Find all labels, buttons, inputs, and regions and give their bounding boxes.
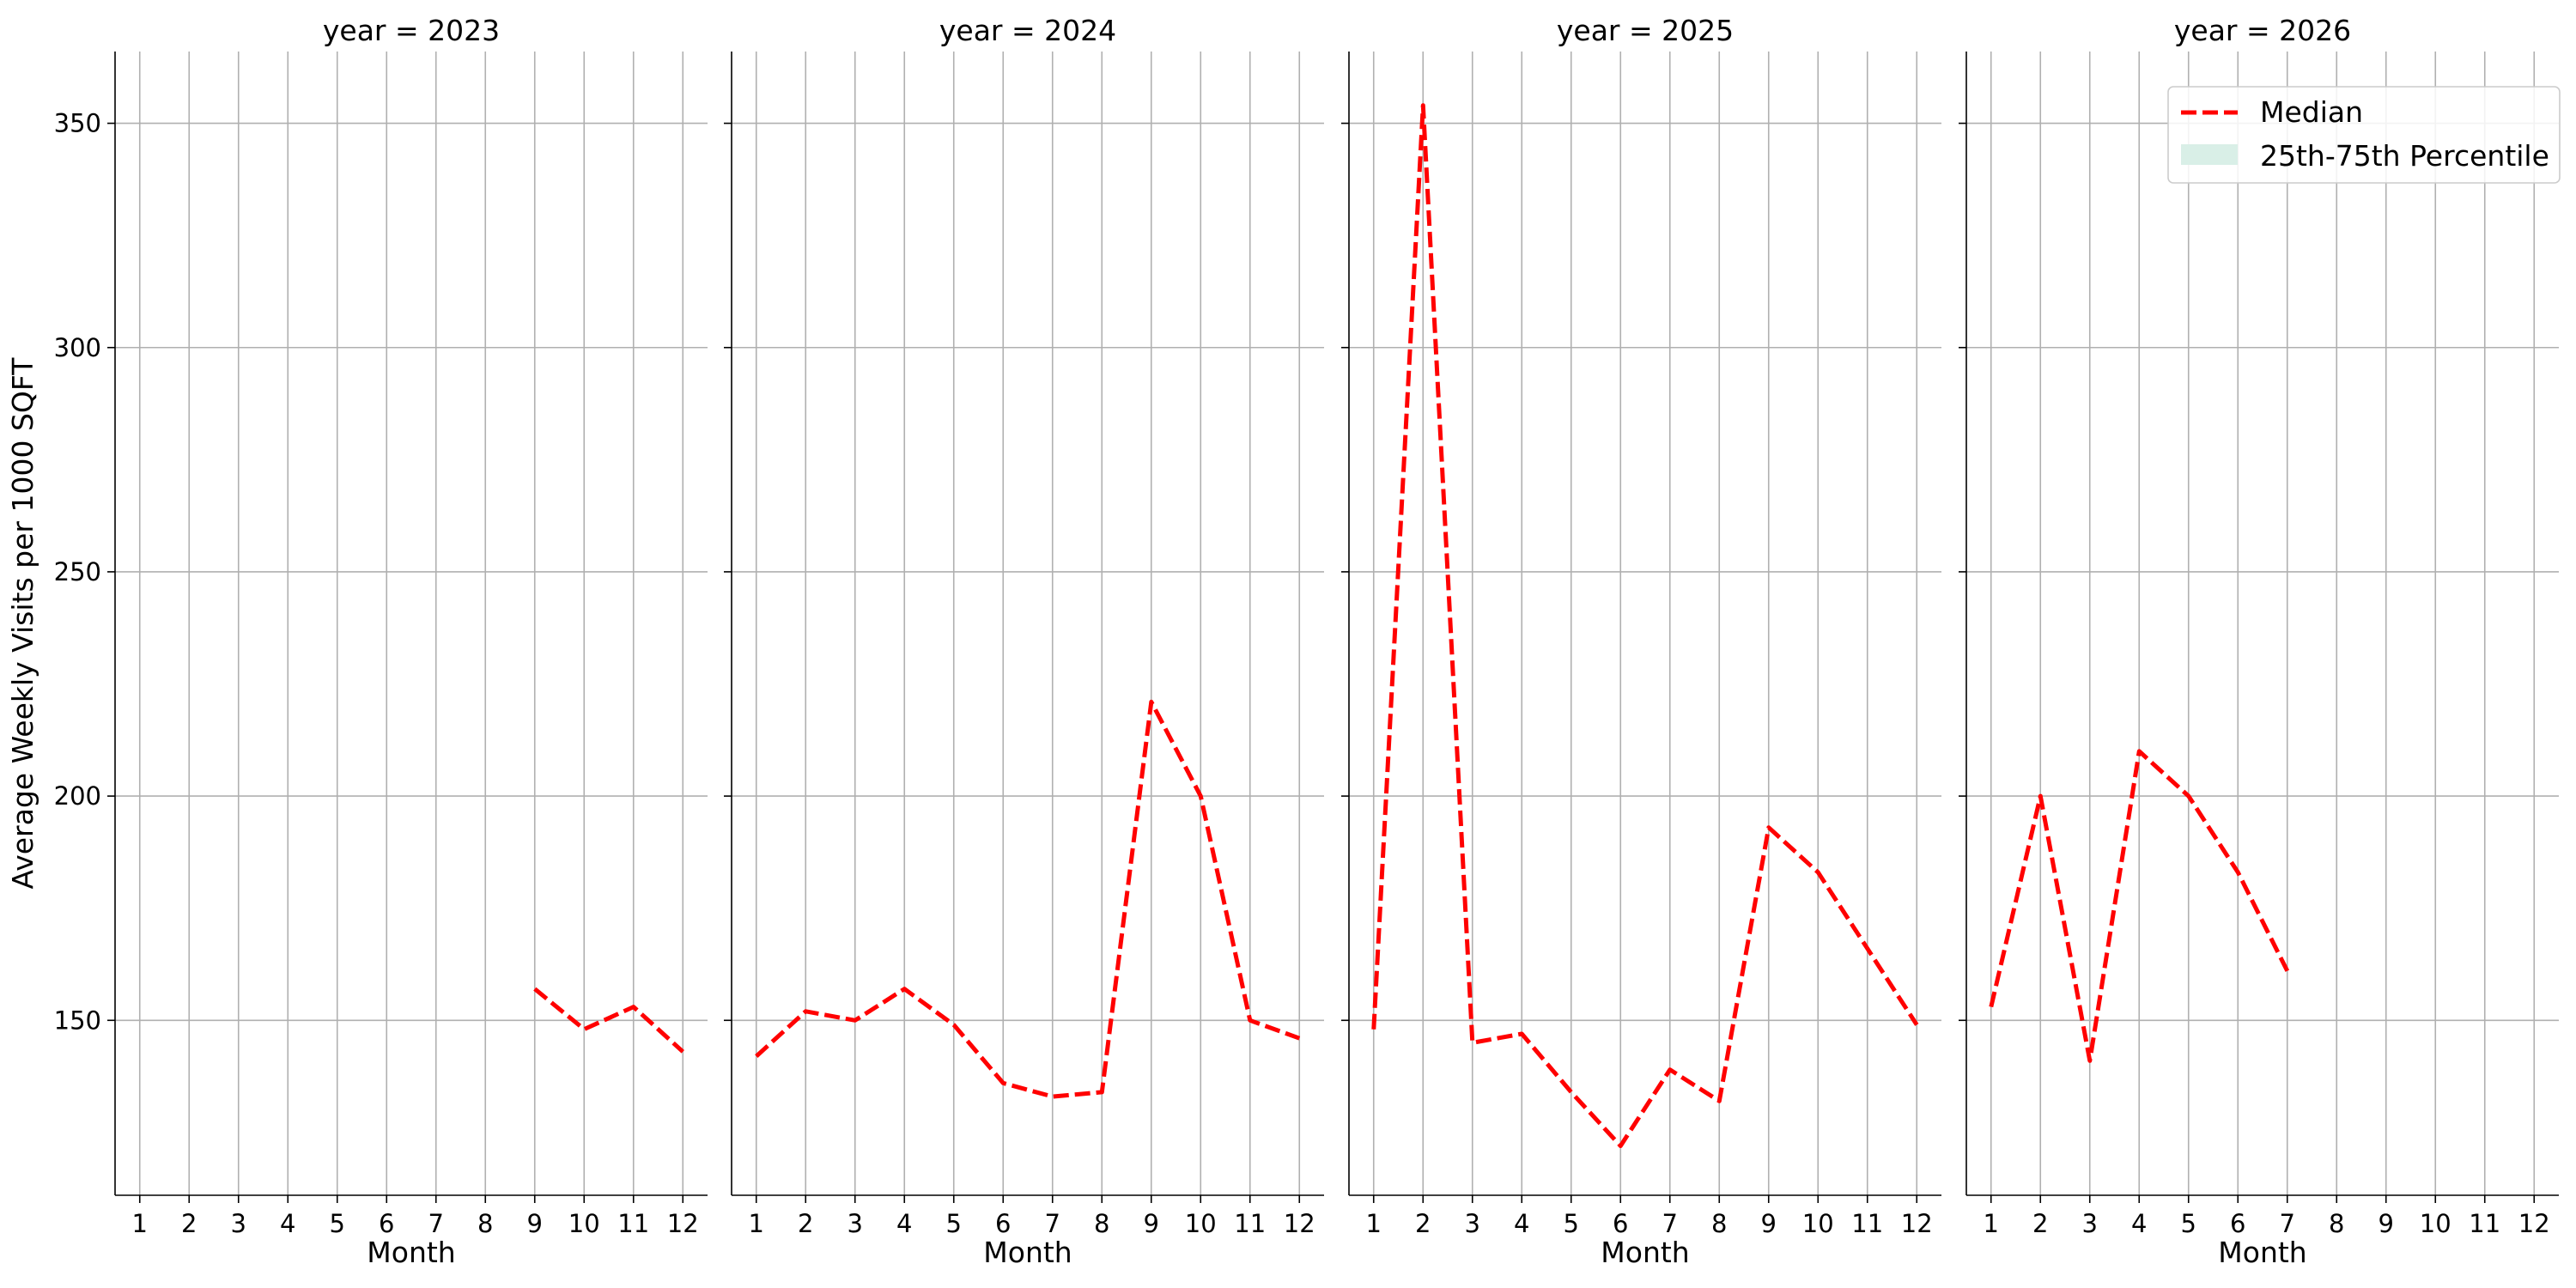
legend-frame	[2167, 86, 2561, 184]
x-tick-label: 3	[231, 1209, 246, 1238]
x-tick-label: 12	[667, 1209, 699, 1238]
median-line	[1989, 749, 2290, 1063]
legend: Median 25th-75th Percentile	[2167, 86, 2561, 184]
x-tick-label: 11	[2469, 1209, 2500, 1238]
legend-label-percentile: 25th-75th Percentile	[2260, 139, 2549, 173]
x-tick-label: 2	[181, 1209, 197, 1238]
y-tick-label: 250	[54, 557, 101, 586]
x-tick-label: 6	[2230, 1209, 2245, 1238]
x-tick-label: 5	[1564, 1209, 1579, 1238]
x-tick-label: 3	[1465, 1209, 1480, 1238]
x-tick-label: 1	[132, 1209, 148, 1238]
x-tick-label: 8	[1094, 1209, 1109, 1238]
x-tick-label: 3	[2082, 1209, 2098, 1238]
y-tick-label: 350	[54, 109, 101, 138]
y-tick-label: 200	[54, 781, 101, 811]
median-line	[755, 699, 1301, 1099]
panel-title: year = 2026	[2174, 14, 2351, 47]
x-tick-label: 8	[1711, 1209, 1727, 1238]
x-tick-label: 12	[1901, 1209, 1933, 1238]
x-tick-label: 7	[1662, 1209, 1678, 1238]
median-line	[1371, 103, 1919, 1148]
x-axis-label: Month	[983, 1236, 1072, 1269]
x-tick-label: 12	[1284, 1209, 1315, 1238]
x-tick-label: 12	[2518, 1209, 2550, 1238]
x-tick-label: 10	[1802, 1209, 1834, 1238]
legend-percentile-swatch	[2181, 144, 2238, 165]
x-tick-label: 3	[848, 1209, 863, 1238]
x-tick-label: 4	[280, 1209, 295, 1238]
x-tick-label: 10	[568, 1209, 600, 1238]
median-line	[533, 987, 684, 1054]
x-axis-label: Month	[1601, 1236, 1689, 1269]
x-tick-label: 8	[2329, 1209, 2344, 1238]
x-tick-label: 11	[617, 1209, 649, 1238]
legend-label-median: Median	[2260, 95, 2363, 129]
x-tick-label: 1	[1984, 1209, 1999, 1238]
x-tick-label: 1	[749, 1209, 764, 1238]
x-tick-label: 6	[379, 1209, 394, 1238]
x-tick-label: 11	[1234, 1209, 1266, 1238]
x-tick-label: 4	[1514, 1209, 1529, 1238]
y-tick-label: 150	[54, 1005, 101, 1035]
y-tick-label: 300	[54, 333, 101, 362]
x-tick-label: 5	[330, 1209, 345, 1238]
x-tick-label: 9	[1761, 1209, 1777, 1238]
x-tick-label: 11	[1851, 1209, 1883, 1238]
panel-title: year = 2023	[323, 14, 500, 47]
x-axis-label: Month	[2218, 1236, 2306, 1269]
panel-title: year = 2024	[939, 14, 1116, 47]
x-tick-label: 6	[995, 1209, 1011, 1238]
panel-title: year = 2025	[1557, 14, 1734, 47]
x-tick-label: 4	[896, 1209, 912, 1238]
x-tick-label: 10	[1185, 1209, 1217, 1238]
x-tick-label: 6	[1613, 1209, 1628, 1238]
x-tick-label: 9	[1144, 1209, 1159, 1238]
y-axis-label: Average Weekly Visits per 1000 SQFT	[6, 357, 39, 890]
x-tick-label: 4	[2131, 1209, 2147, 1238]
x-tick-label: 2	[1415, 1209, 1431, 1238]
x-tick-label: 5	[946, 1209, 962, 1238]
x-tick-label: 7	[1045, 1209, 1060, 1238]
x-tick-label: 8	[477, 1209, 493, 1238]
x-tick-label: 10	[2420, 1209, 2451, 1238]
x-tick-label: 7	[428, 1209, 444, 1238]
x-tick-label: 2	[798, 1209, 813, 1238]
x-tick-label: 7	[2280, 1209, 2295, 1238]
x-tick-label: 1	[1366, 1209, 1382, 1238]
x-tick-label: 5	[2181, 1209, 2196, 1238]
x-axis-label: Month	[367, 1236, 455, 1269]
x-tick-label: 9	[527, 1209, 543, 1238]
x-tick-label: 2	[2032, 1209, 2048, 1238]
x-tick-label: 9	[2379, 1209, 2394, 1238]
